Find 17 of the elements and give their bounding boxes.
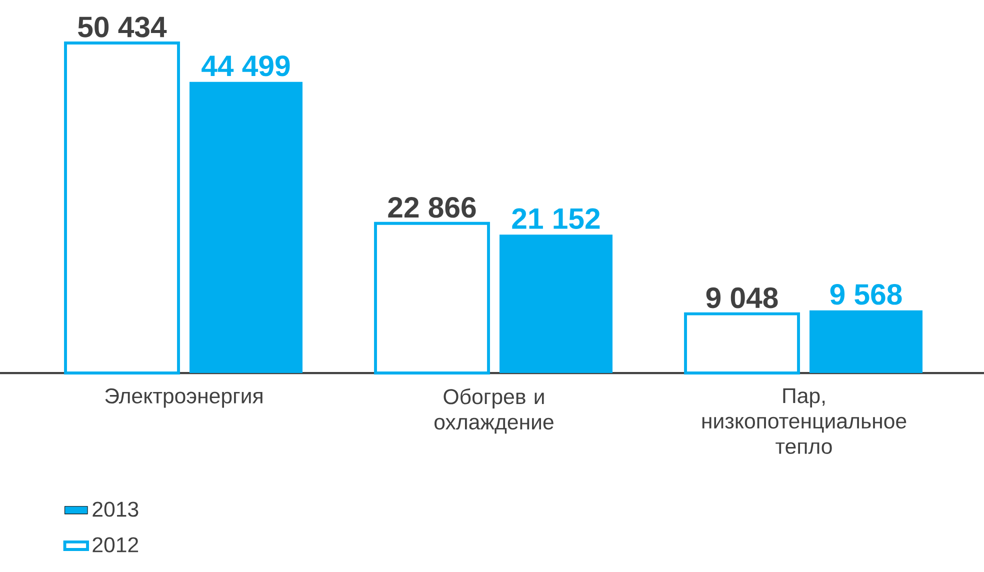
bar	[810, 310, 923, 374]
data-label: 50 434	[78, 16, 167, 38]
bar	[64, 42, 180, 374]
data-label: 9 048	[706, 287, 778, 308]
bar	[500, 234, 613, 374]
bar	[190, 82, 303, 374]
x-tick-label: Электроэнергия	[105, 388, 262, 408]
data-label: 22 866	[388, 197, 476, 218]
data-label: 44 499	[202, 55, 290, 76]
x-tick-label: Обогрев и охлаждение	[434, 388, 554, 434]
x-tick-label: Пар, низкопотенциальное тепло	[702, 388, 906, 454]
data-label: 9 568	[830, 284, 902, 305]
bar	[684, 312, 800, 374]
legend-label: 2012	[92, 537, 138, 552]
data-label: 21 152	[512, 208, 600, 230]
legend-label: 2013	[92, 502, 138, 517]
bar	[374, 222, 490, 374]
